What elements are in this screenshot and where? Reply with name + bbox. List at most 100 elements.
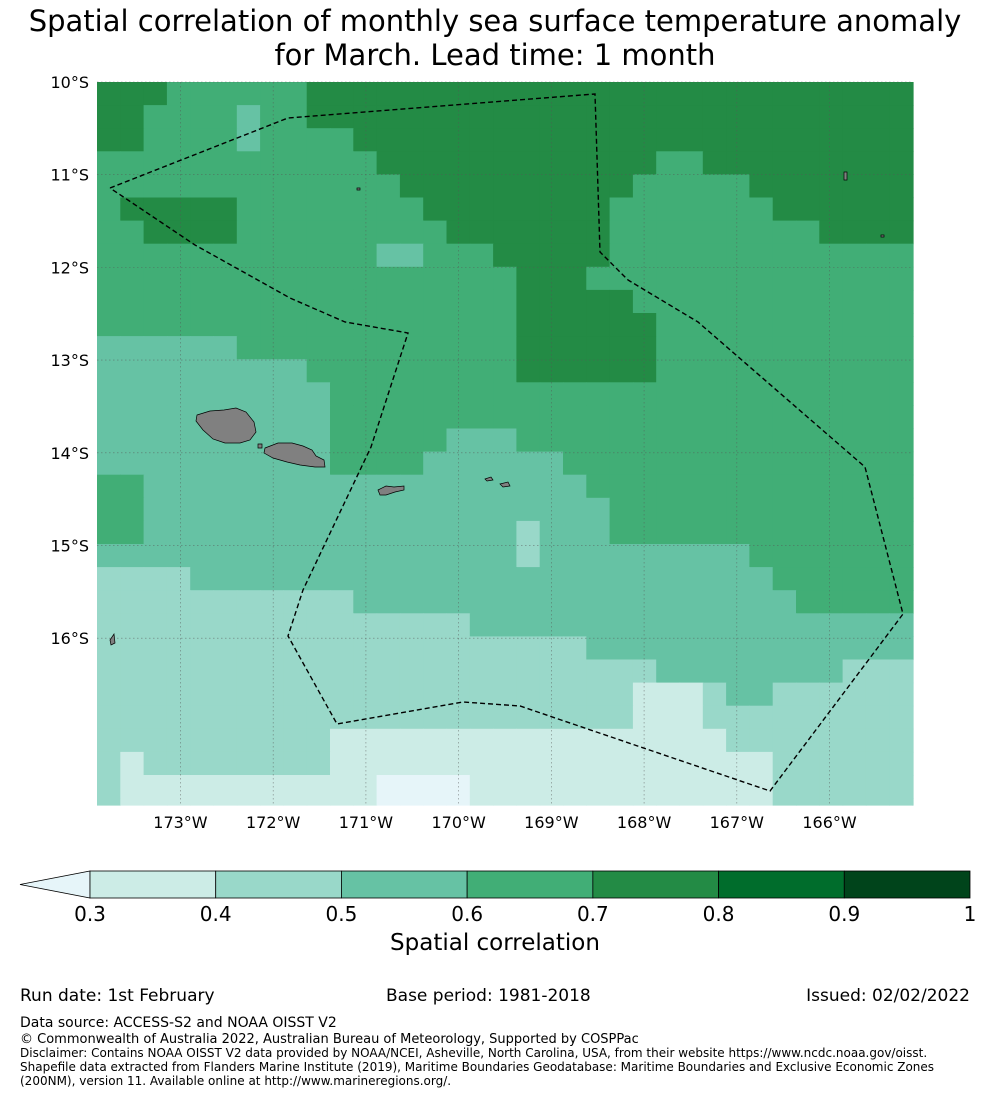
correlation-cell (143, 474, 168, 499)
correlation-cell (376, 613, 401, 637)
correlation-cell (679, 590, 704, 614)
correlation-cell (493, 682, 517, 707)
correlation-cell (912, 728, 914, 753)
correlation-cell (726, 428, 750, 453)
correlation-cell (376, 128, 401, 152)
correlation-cell (190, 705, 215, 730)
correlation-cell (97, 82, 121, 106)
correlation-cell (865, 197, 890, 222)
correlation-cell (376, 336, 401, 360)
correlation-cell (236, 174, 261, 199)
correlation-cell (469, 105, 494, 129)
correlation-cell (353, 266, 378, 291)
correlation-cell (842, 659, 867, 684)
correlation-cell (726, 174, 750, 199)
correlation-cell (819, 451, 844, 476)
correlation-cell (586, 336, 611, 360)
correlation-cell (469, 636, 494, 661)
correlation-cell (143, 636, 168, 661)
correlation-cell (353, 128, 378, 152)
correlation-cell (772, 497, 797, 522)
correlation-cell (656, 659, 681, 684)
swains-island (356, 187, 361, 191)
correlation-cell (632, 313, 657, 337)
correlation-cell (842, 289, 867, 314)
correlation-cell (376, 197, 401, 222)
correlation-cell (493, 382, 517, 406)
correlation-cell (772, 613, 797, 637)
correlation-cell (376, 82, 401, 106)
correlation-cell (772, 567, 797, 591)
correlation-cell (283, 105, 308, 129)
correlation-cell (213, 705, 238, 730)
correlation-cell (842, 705, 867, 730)
correlation-cell (423, 474, 448, 499)
correlation-cell (469, 405, 494, 430)
correlation-cell (353, 567, 378, 591)
correlation-cell (353, 405, 378, 430)
correlation-cell (97, 775, 121, 799)
correlation-cell (190, 359, 215, 383)
correlation-cell (306, 243, 331, 268)
correlation-cell (469, 289, 494, 314)
correlation-cell (469, 728, 494, 753)
correlation-cell (632, 243, 657, 268)
correlation-cell (399, 382, 424, 406)
correlation-cell (702, 128, 727, 152)
correlation-cell (190, 567, 215, 591)
correlation-cell (819, 105, 844, 129)
latitude-tick-label: 10°S (50, 73, 89, 92)
correlation-cell (376, 220, 401, 245)
correlation-cell (260, 567, 284, 591)
correlation-cell (213, 243, 238, 268)
correlation-cell (772, 359, 797, 383)
correlation-cell (586, 567, 611, 591)
correlation-cell (865, 289, 890, 314)
correlation-cell (143, 728, 168, 753)
correlation-cell (586, 798, 611, 806)
correlation-cell (469, 705, 494, 730)
correlation-cell (493, 151, 517, 175)
correlation-cell (120, 197, 145, 222)
correlation-cell (493, 428, 517, 453)
correlation-cell (190, 151, 215, 175)
correlation-cell (469, 659, 494, 684)
correlation-cell (213, 313, 238, 337)
correlation-cell (842, 151, 867, 175)
correlation-cell (143, 336, 168, 360)
correlation-cell (376, 520, 401, 545)
correlation-cell (353, 289, 378, 314)
correlation-cell (236, 636, 261, 661)
correlation-cell (120, 428, 145, 453)
correlation-cell (749, 359, 774, 383)
correlation-cell (120, 220, 145, 245)
correlation-cell (749, 751, 774, 776)
correlation-cell (353, 659, 378, 684)
correlation-cell (609, 636, 634, 661)
correlation-cell (563, 336, 587, 360)
correlation-cell (166, 266, 191, 291)
correlation-cell (749, 497, 774, 522)
correlation-cell (213, 613, 238, 637)
correlation-cell (143, 313, 168, 337)
correlation-cell (563, 567, 587, 591)
correlation-cell (423, 174, 448, 199)
correlation-cell (190, 82, 215, 106)
correlation-cell (306, 82, 331, 106)
correlation-cell (842, 428, 867, 453)
correlation-cell (143, 613, 168, 637)
correlation-cell (260, 474, 284, 499)
correlation-cell (679, 798, 704, 806)
correlation-cell (819, 659, 844, 684)
correlation-cell (330, 313, 354, 337)
correlation-cell (865, 428, 890, 453)
correlation-cell (190, 289, 215, 314)
correlation-cell (609, 567, 634, 591)
correlation-cell (563, 151, 587, 175)
correlation-cell (656, 705, 681, 730)
tokelau-islet (880, 234, 885, 238)
correlation-cell (726, 636, 750, 661)
correlation-cell (283, 497, 308, 522)
correlation-cell (516, 497, 541, 522)
correlation-cell (749, 405, 774, 430)
